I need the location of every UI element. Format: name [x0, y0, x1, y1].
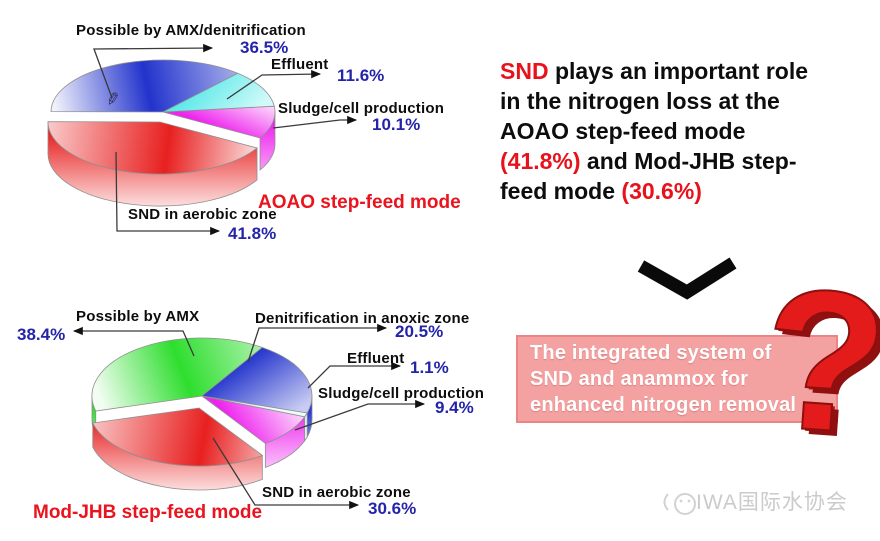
slice-label: Possible by AMX [76, 308, 200, 325]
chevron-down-icon [637, 257, 737, 300]
slice-label: SND in aerobic zone [128, 206, 277, 223]
leader-lines [72, 43, 426, 510]
slice-label: Sludge/cell production [318, 385, 485, 402]
chart-title-modjhb: Mod-JHB step-feed mode [33, 502, 263, 523]
pie-slice [201, 395, 308, 418]
pie-slice [162, 105, 276, 139]
chart-title-aoao: AOAO step-feed mode [258, 192, 461, 213]
question-mark-graphic: ? [755, 245, 880, 478]
leader-line [115, 151, 221, 236]
leader-line [93, 43, 214, 99]
slice-percent: 36.5% [240, 38, 289, 57]
statement-highlight: SND [500, 58, 549, 84]
iwa-logo-icon [663, 493, 696, 515]
slice-percent: 38.4% [17, 325, 66, 344]
pie-chart-modjhb [91, 337, 313, 491]
leader-line [272, 115, 358, 129]
conclusion-note-box: The integrated system of SND and anammox… [516, 335, 838, 423]
slice-percent: 9.4% [435, 398, 474, 417]
pie-slice [201, 347, 313, 414]
slice-label: Effluent [271, 56, 329, 73]
leader-line [307, 361, 402, 389]
pie-slice [47, 121, 258, 175]
statement-highlight: (41.8%) [500, 148, 581, 174]
pie-chart-aoao [47, 59, 276, 207]
slice-percent: 20.5% [395, 322, 444, 341]
slice-label: Effluent [347, 350, 405, 367]
slice-label: Sludge/cell production [278, 100, 445, 117]
statement-text: SND plays an important role in the nitro… [500, 58, 809, 204]
leader-line [226, 69, 322, 100]
leader-line [294, 399, 426, 431]
pie-slice [91, 337, 264, 412]
slice-percent: 10.1% [372, 115, 421, 134]
watermark-text: IWA国际水协会 [696, 491, 848, 514]
pie-slice [162, 72, 275, 113]
leader-line [212, 437, 360, 510]
watermark: IWA国际水协会 [656, 486, 848, 516]
slice-percent: 11.6% [337, 66, 385, 85]
slice-label: Denitrification in anoxic zone [255, 310, 470, 327]
statement-highlight: (30.6%) [621, 178, 702, 204]
slice-label: SND in aerobic zone [262, 484, 411, 501]
pie-slice [50, 59, 239, 113]
slice-label: Possible by AMX/denitrification [76, 22, 306, 39]
slice-percent: 1.1% [410, 358, 449, 377]
leader-line [72, 326, 195, 357]
leader-line [247, 323, 388, 363]
slice-percent: 30.6% [368, 499, 417, 518]
slice-percent: 41.8% [228, 224, 277, 243]
pie-slice [92, 407, 264, 467]
